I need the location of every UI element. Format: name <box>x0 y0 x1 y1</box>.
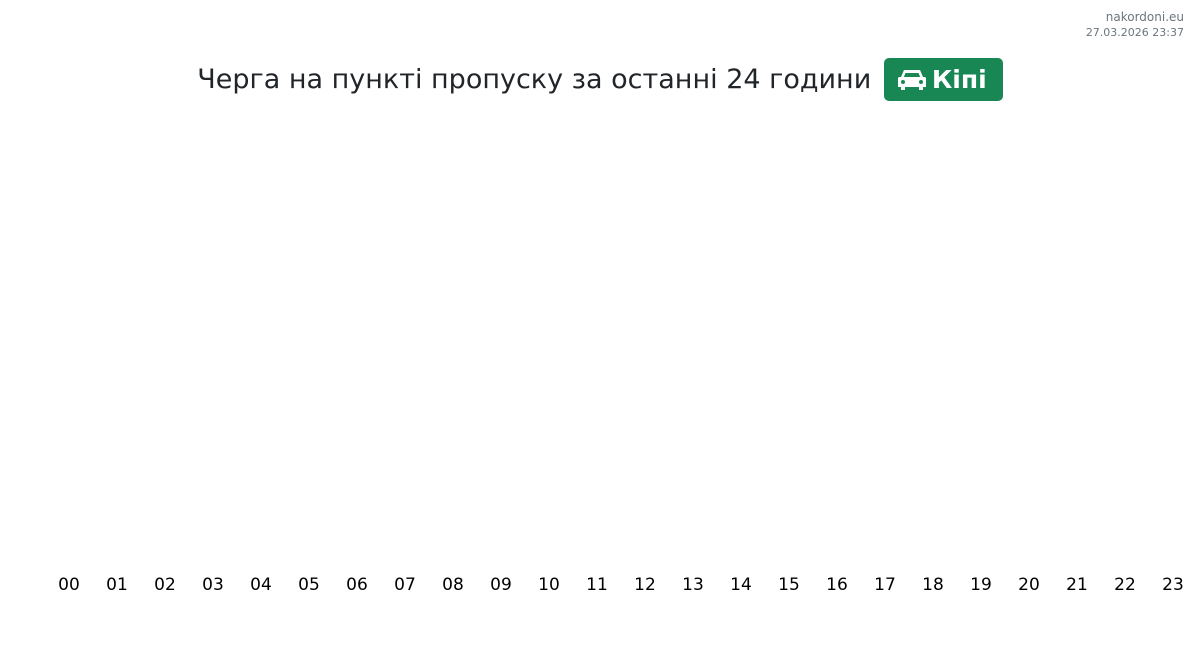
site-info: nakordoni.eu 27.03.2026 23:37 <box>1086 9 1184 41</box>
queue-chart: 00 01 02 03 04 05 06 07 08 09 10 11 12 13 14 15 16 17 18 19… <box>58 575 1184 595</box>
x-tick-label: 16 <box>826 575 848 595</box>
x-tick-label: 03 <box>202 575 224 595</box>
x-tick-label: 13 <box>682 575 704 595</box>
x-tick-label: 01 <box>106 575 128 595</box>
x-tick-label: 05 <box>298 575 320 595</box>
x-tick-label: 23 <box>1162 575 1184 595</box>
x-tick-label: 14 <box>730 575 752 595</box>
x-tick-label: 06 <box>346 575 368 595</box>
x-tick-label: 15 <box>778 575 800 595</box>
x-tick-label: 17 <box>874 575 896 595</box>
badge-label: Кіпі <box>931 64 987 94</box>
page-title: Черга на пункті пропуску за останні 24 г… <box>0 58 1200 102</box>
x-tick-label: 09 <box>490 575 512 595</box>
x-tick-label: 21 <box>1066 575 1088 595</box>
x-tick-label: 08 <box>442 575 464 595</box>
checkpoint-badge[interactable]: Кіпі <box>883 58 1003 101</box>
x-tick-label: 10 <box>538 575 560 595</box>
site-name: nakordoni.eu <box>1105 10 1184 24</box>
x-tick-label: 00 <box>58 575 80 595</box>
car-icon <box>897 69 926 90</box>
timestamp: 27.03.2026 23:37 <box>1085 26 1184 39</box>
x-tick-label: 11 <box>586 575 608 595</box>
title-text: Черга на пункті пропуску за останні 24 г… <box>197 64 872 95</box>
x-tick-label: 22 <box>1114 575 1136 595</box>
x-tick-label: 07 <box>394 575 416 595</box>
x-tick-label: 20 <box>1018 575 1040 595</box>
x-tick-label: 19 <box>970 575 992 595</box>
x-tick-label: 02 <box>154 575 176 595</box>
x-tick-label: 12 <box>634 575 656 595</box>
x-tick-label: 18 <box>922 575 944 595</box>
x-tick-label: 04 <box>250 575 272 595</box>
